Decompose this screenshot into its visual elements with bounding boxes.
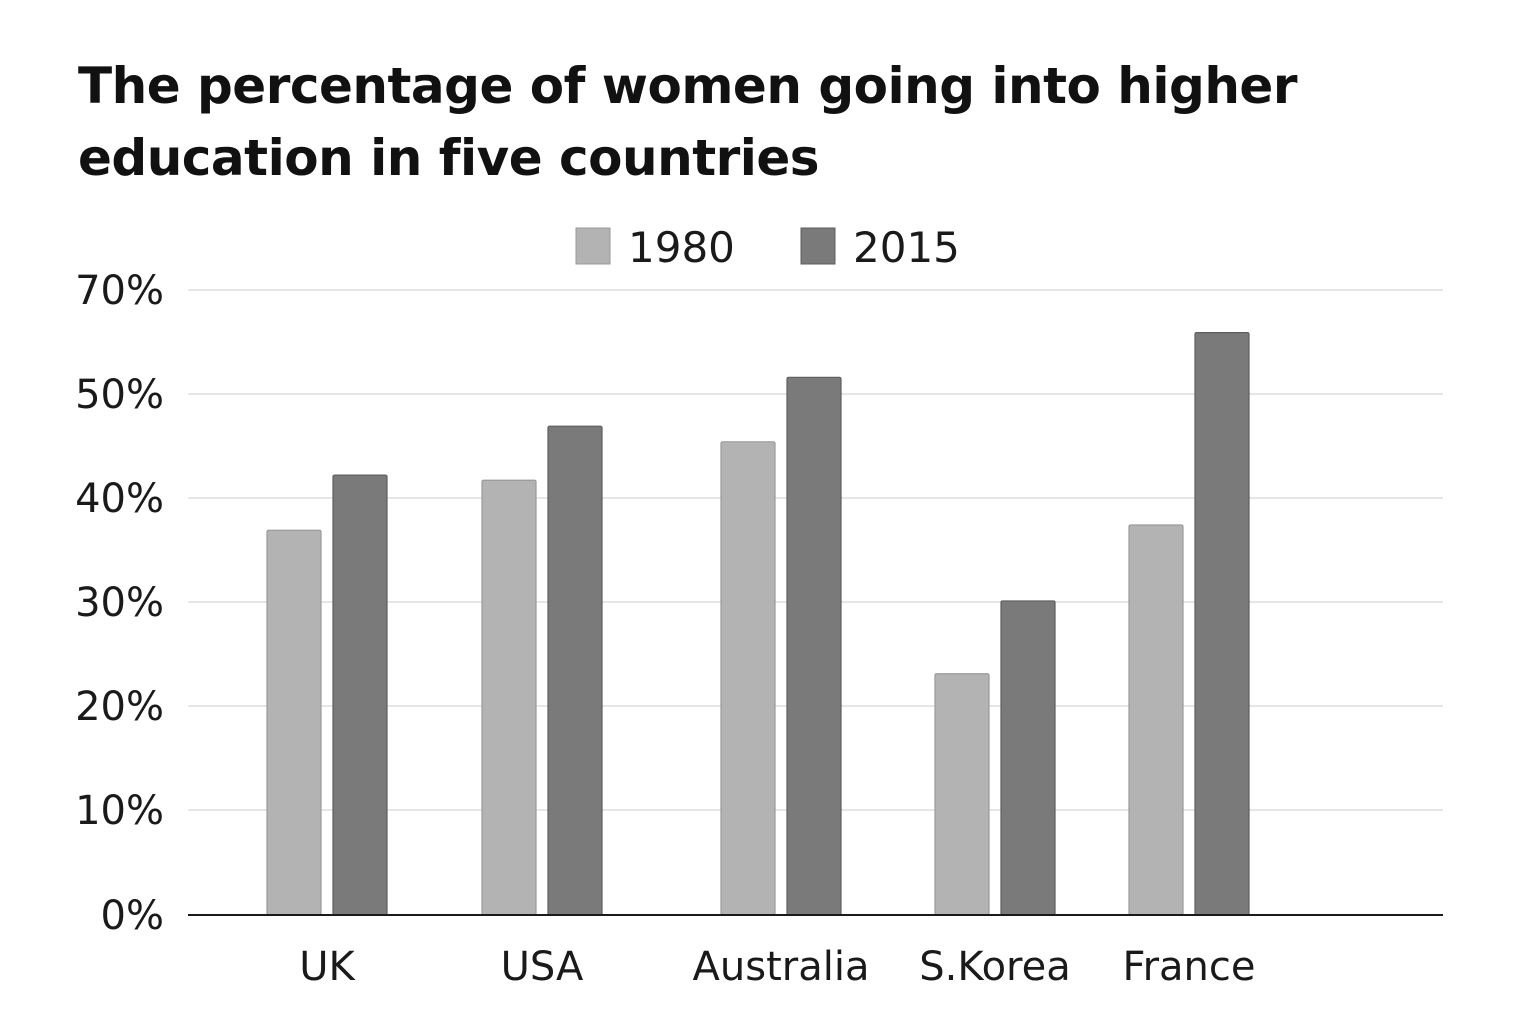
bar-uk-2015 (332, 474, 388, 916)
y-tick-label-50: 50% (75, 372, 164, 418)
y-tick-label-10: 10% (75, 788, 164, 834)
bar-australia-1980 (720, 441, 776, 916)
x-tick-label-skorea: S.Korea (919, 944, 1071, 990)
chart-title: The percentage of women going into highe… (78, 57, 1298, 187)
bar-skorea-2015 (1000, 600, 1056, 916)
bar-usa-1980 (481, 479, 537, 916)
bar-france-1980 (1128, 524, 1184, 916)
bar-australia-2015 (786, 376, 842, 916)
y-tick-label-70: 70% (75, 268, 164, 314)
legend: 1980 2015 (575, 223, 960, 272)
bar-france-2015 (1194, 332, 1250, 916)
y-tick-label-20: 20% (75, 684, 164, 730)
x-axis: UK USA Australia S.Korea France (188, 914, 1443, 990)
x-tick-label-uk: UK (299, 944, 356, 990)
x-tick-label-australia: Australia (693, 944, 870, 990)
bar-skorea-1980 (934, 673, 990, 916)
y-axis: 0% 10% 20% 30% 40% 50% 70% (75, 268, 164, 939)
legend-swatch-2015 (800, 227, 836, 265)
bars (266, 332, 1250, 916)
y-tick-label-40: 40% (75, 476, 164, 522)
legend-label-1980: 1980 (628, 223, 735, 272)
bar-usa-2015 (547, 425, 603, 916)
legend-label-2015: 2015 (853, 223, 960, 272)
bar-uk-1980 (266, 529, 322, 916)
y-tick-label-30: 30% (75, 580, 164, 626)
x-tick-label-usa: USA (501, 944, 584, 990)
y-tick-label-0: 0% (101, 893, 164, 939)
legend-swatch-1980 (575, 227, 611, 265)
x-tick-label-france: France (1122, 944, 1255, 990)
